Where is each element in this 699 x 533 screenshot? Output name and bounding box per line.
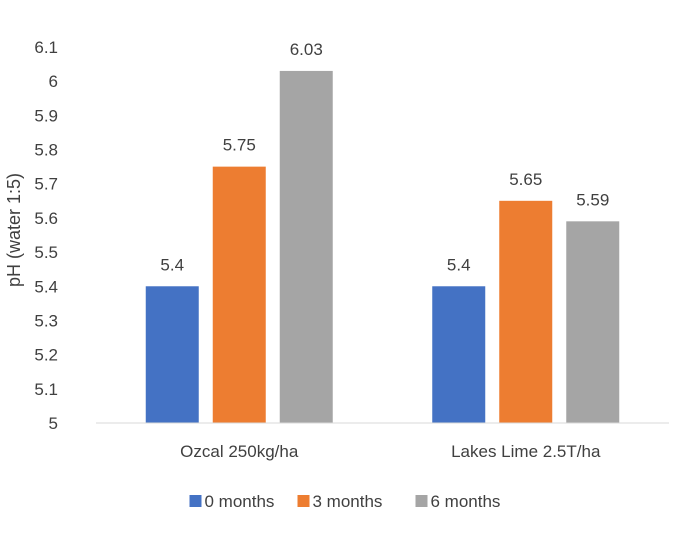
legend-swatch	[415, 495, 428, 507]
data-label: 5.4	[447, 255, 471, 274]
y-tick-label: 5.2	[34, 346, 58, 365]
bar-0-months-1	[145, 286, 199, 423]
data-label: 5.4	[160, 255, 184, 274]
bar-6-months-1	[279, 70, 333, 423]
bar-3-months-2	[499, 200, 553, 423]
y-tick-label: 5.5	[34, 243, 58, 262]
y-tick-label: 5	[49, 414, 58, 433]
y-tick-label: 6.1	[34, 38, 58, 57]
data-label: 5.65	[509, 170, 542, 189]
y-tick-label: 5.9	[34, 106, 58, 125]
legend-swatch	[189, 495, 202, 507]
data-labels: 5.4 5.75 6.03 5.4 5.65 5.59	[160, 40, 609, 274]
y-tick-label: 5.1	[34, 380, 58, 399]
x-axis-category-labels: Ozcal 250kg/ha Lakes Lime 2.5T/ha	[180, 442, 601, 461]
data-label: 5.59	[576, 190, 609, 209]
x-category-label: Lakes Lime 2.5T/ha	[451, 442, 601, 461]
y-tick-label: 5.6	[34, 209, 58, 228]
bar-3-months-1	[212, 166, 266, 424]
bars	[145, 70, 620, 424]
legend-label: 6 months	[431, 492, 501, 511]
y-axis-ticks: 5 5.1 5.2 5.3 5.4 5.5 5.6 5.7 5.8 5.9 6 6.1	[34, 38, 58, 433]
legend-swatch	[297, 495, 310, 507]
y-tick-label: 5.8	[34, 141, 58, 160]
bar-0-months-2	[432, 286, 486, 423]
bar-6-months-2	[566, 221, 620, 423]
legend-label: 0 months	[205, 492, 275, 511]
y-tick-label: 5.7	[34, 175, 58, 194]
y-axis-title: pH (water 1:5)	[4, 173, 24, 287]
data-label: 5.75	[223, 136, 256, 155]
data-label: 6.03	[290, 40, 323, 59]
y-tick-label: 5.4	[34, 277, 58, 296]
y-tick-label: 6	[49, 72, 58, 91]
legend: 0 months 3 months 6 months	[189, 492, 501, 511]
x-category-label: Ozcal 250kg/ha	[180, 442, 299, 461]
y-tick-label: 5.3	[34, 311, 58, 330]
legend-label: 3 months	[313, 492, 383, 511]
